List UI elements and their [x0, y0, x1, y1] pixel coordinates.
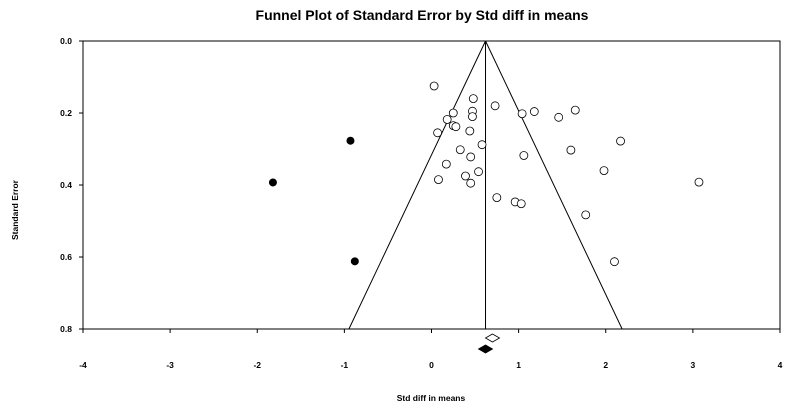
- observed-study-point: [465, 126, 475, 136]
- observed-study-point: [517, 109, 527, 119]
- x-tick-label: 1: [516, 360, 521, 370]
- funnel-right-line: [485, 40, 623, 330]
- observed-study-point: [477, 140, 487, 150]
- observed-study-point: [570, 105, 580, 115]
- observed-study-point: [554, 112, 564, 122]
- summary-diamond-adjusted: [477, 344, 494, 354]
- observed-study-point: [474, 167, 483, 177]
- observed-study-point: [448, 108, 458, 118]
- y-tick-label: 0.0: [60, 36, 72, 46]
- observed-study-point: [490, 101, 500, 111]
- observed-study-point: [466, 152, 476, 162]
- imputed-study-point: [350, 257, 359, 266]
- y-tick-label: 0.2: [60, 108, 72, 118]
- x-tick-label: 3: [691, 360, 696, 370]
- imputed-study-point: [346, 136, 355, 145]
- observed-study-point: [616, 136, 625, 146]
- observed-study-point: [468, 94, 478, 103]
- x-tick-label: -1: [341, 360, 349, 370]
- x-tick-label: -2: [253, 360, 261, 370]
- observed-study-point: [466, 178, 476, 188]
- observed-study-point: [451, 122, 461, 132]
- imputed-study-point: [268, 178, 277, 187]
- funnel-left-line: [348, 40, 486, 330]
- observed-study-point: [455, 145, 465, 155]
- observed-study-point: [434, 175, 443, 185]
- observed-study-point: [581, 210, 591, 220]
- observed-study-point: [566, 145, 576, 155]
- observed-study-point: [492, 193, 502, 203]
- chart-title: Funnel Plot of Standard Error by Std dif…: [256, 7, 589, 23]
- x-tick-label: 0: [429, 360, 434, 370]
- observed-study-point: [468, 112, 477, 121]
- observed-study-point: [610, 257, 619, 267]
- x-tick-label: -3: [166, 360, 174, 370]
- y-tick-label: 0.4: [60, 180, 72, 190]
- observed-study-point: [433, 128, 442, 138]
- y-tick-label: 0.8: [60, 324, 72, 334]
- x-tick-label: 2: [603, 360, 608, 370]
- observed-study-point: [599, 166, 609, 176]
- observed-study-point: [441, 159, 451, 169]
- summary-diamond-observed: [484, 333, 501, 343]
- x-tick-label: 4: [778, 360, 783, 370]
- x-tick-label: -4: [79, 360, 87, 370]
- observed-study-point: [529, 107, 539, 116]
- observed-study-point: [429, 81, 439, 91]
- observed-study-point: [461, 171, 470, 181]
- y-axis-label: Standard Error: [10, 179, 20, 240]
- observed-study-point: [519, 151, 529, 160]
- observed-study-point: [516, 199, 526, 209]
- observed-study-point: [442, 115, 452, 124]
- y-tick-label: 0.6: [60, 252, 72, 262]
- observed-study-point: [694, 177, 704, 187]
- x-axis-label: Std diff in means: [397, 393, 466, 403]
